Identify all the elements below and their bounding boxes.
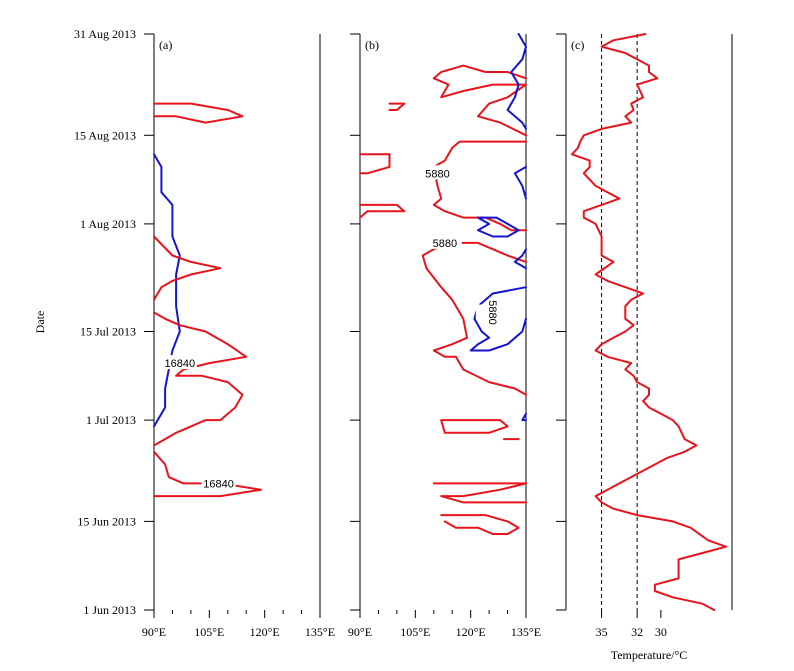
contour-label-bg — [162, 355, 197, 370]
blue-contour-line — [153, 153, 181, 428]
contour-label: 16840 — [203, 478, 234, 490]
x-tick-label: 120°E — [456, 625, 486, 639]
blue-contour-line — [477, 216, 520, 238]
date-tick-label: 1 Jul 2013 — [86, 413, 136, 427]
x-tick-label: 30 — [655, 625, 667, 639]
date-tick-label: 15 Jun 2013 — [77, 514, 136, 528]
red-contour-line — [440, 514, 520, 535]
red-contour-line — [432, 140, 527, 232]
x-tick-label: 90°E — [348, 625, 372, 639]
contour-label-bg — [201, 475, 236, 490]
x-tick-label: 105°E — [400, 625, 430, 639]
contour-label: 5880 — [425, 168, 449, 180]
blue-contour-line — [469, 286, 527, 352]
y-axis-title: Date — [33, 311, 47, 334]
red-contour-line — [153, 311, 248, 447]
x-tick-label: 35 — [596, 625, 608, 639]
contour-label-bg — [420, 165, 455, 180]
red-contour-line — [432, 64, 527, 137]
contour-label-bg — [427, 234, 462, 249]
panel-b: 90°E 105°E 120°E 135°E (b) 5880 5880 5880 — [348, 33, 541, 639]
red-contour-line — [440, 419, 509, 434]
x-axis-title: Temperature/°C — [611, 648, 688, 662]
red-contour-line — [388, 102, 406, 111]
blue-contour-line — [506, 33, 527, 130]
red-contour-line — [153, 102, 244, 124]
panel-a: 90°E 105°E 120°E 135°E (a) 16840 16840 — [142, 33, 335, 639]
red-contour-line — [359, 203, 406, 219]
date-tick-label: 15 Jul 2013 — [80, 324, 136, 338]
x-tick-label: 135°E — [305, 625, 335, 639]
x-tick-label: 135°E — [511, 625, 541, 639]
x-tick-label: 32 — [631, 625, 643, 639]
panel-label: (a) — [159, 38, 172, 52]
contour-label: 16840 — [165, 358, 196, 370]
panel-label: (c) — [571, 38, 584, 52]
date-tick-label: 1 Aug 2013 — [80, 217, 136, 231]
red-contour-line — [570, 33, 728, 611]
x-tick-label: 90°E — [142, 625, 166, 639]
x-tick-label: 105°E — [194, 625, 224, 639]
x-tick-label: 120°E — [250, 625, 280, 639]
blue-contour-line — [513, 165, 527, 200]
contour-label: 5880 — [433, 238, 457, 250]
red-contour-line — [359, 153, 391, 175]
date-tick-label: 1 Jun 2013 — [83, 603, 136, 617]
contour-label-bg — [475, 304, 510, 319]
date-axis: 1 Jun 2013 15 Jun 2013 1 Jul 2013 15 Jul 20… — [74, 27, 136, 617]
panel-c: 35 32 30 Temperature/°C (c) — [556, 33, 733, 662]
red-contour-line — [432, 482, 527, 504]
date-tick-label: 31 Aug 2013 — [74, 27, 136, 41]
panel-label: (b) — [365, 38, 379, 52]
date-tick-label: 15 Aug 2013 — [74, 128, 136, 142]
red-contour-line — [153, 235, 222, 301]
contour-label: 5880 — [486, 300, 498, 324]
panels: 90°E 105°E 120°E 135°E (a) 16840 16840 90°E 105°… — [142, 33, 733, 662]
blue-contour-line — [521, 412, 527, 422]
red-contour-line — [421, 241, 527, 396]
blue-contour-line — [513, 248, 527, 270]
